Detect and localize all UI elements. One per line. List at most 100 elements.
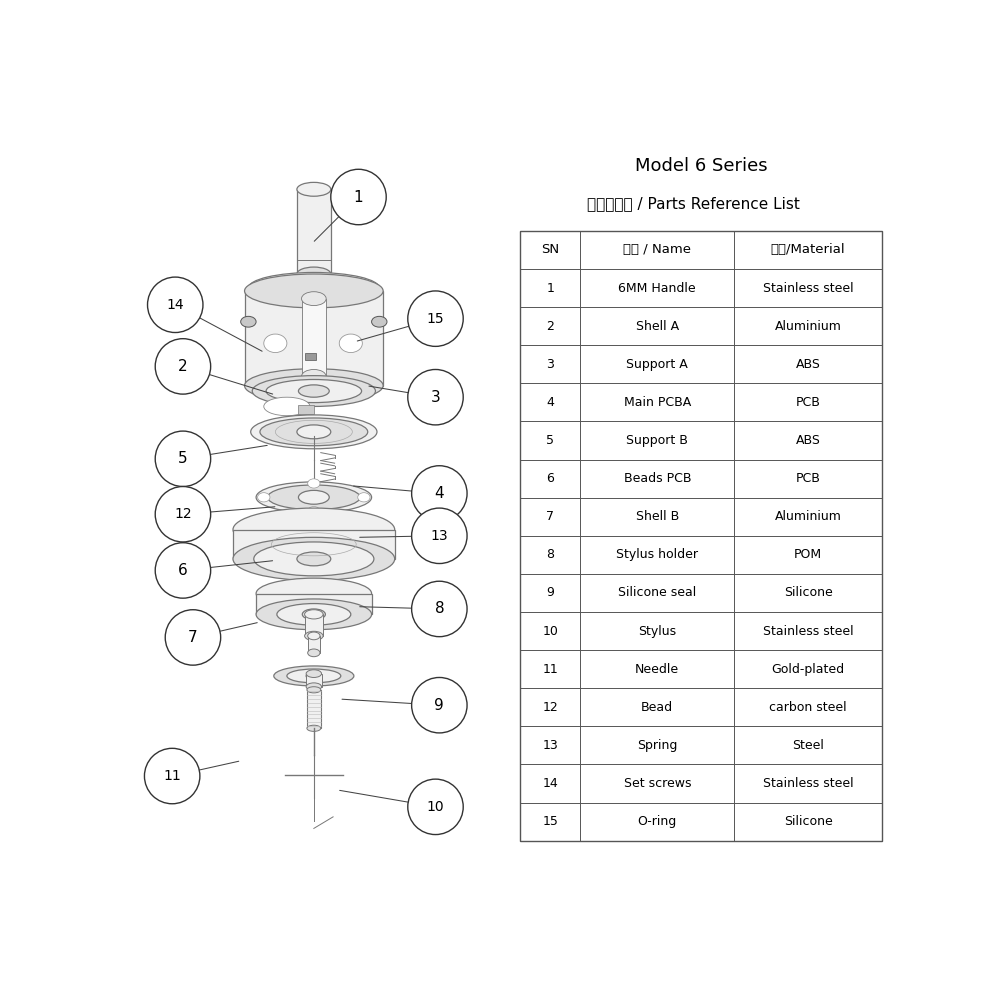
Ellipse shape: [302, 369, 326, 383]
Ellipse shape: [256, 482, 372, 513]
Text: 8: 8: [435, 601, 444, 616]
Text: 14: 14: [542, 777, 558, 790]
Ellipse shape: [298, 490, 329, 504]
Text: 5: 5: [178, 451, 188, 466]
Ellipse shape: [308, 479, 320, 488]
Circle shape: [331, 169, 386, 225]
Text: Stainless steel: Stainless steel: [763, 625, 853, 638]
Ellipse shape: [306, 672, 322, 680]
Ellipse shape: [297, 552, 331, 566]
Bar: [297, 189, 331, 274]
Ellipse shape: [302, 292, 326, 306]
Text: 1: 1: [546, 282, 554, 295]
Ellipse shape: [298, 385, 329, 397]
Text: Bead: Bead: [641, 701, 673, 714]
Ellipse shape: [251, 415, 377, 449]
Bar: [308, 636, 320, 653]
Ellipse shape: [297, 425, 331, 439]
Text: 4: 4: [435, 486, 444, 501]
Text: 2: 2: [178, 359, 188, 374]
Ellipse shape: [256, 578, 372, 609]
Text: 14: 14: [166, 298, 184, 312]
Ellipse shape: [233, 508, 395, 551]
Bar: [307, 690, 321, 728]
Circle shape: [412, 508, 467, 564]
Ellipse shape: [277, 604, 351, 625]
Circle shape: [148, 277, 203, 333]
Circle shape: [155, 339, 211, 394]
Text: 13: 13: [542, 739, 558, 752]
Circle shape: [408, 369, 463, 425]
Text: 6: 6: [178, 563, 188, 578]
Ellipse shape: [245, 369, 383, 403]
Text: Stylus: Stylus: [638, 625, 676, 638]
Ellipse shape: [358, 493, 370, 502]
Text: 6MM Handle: 6MM Handle: [618, 282, 696, 295]
Text: 3: 3: [546, 358, 554, 371]
Text: Gold-plated: Gold-plated: [772, 663, 845, 676]
Text: Aluminium: Aluminium: [775, 320, 842, 333]
Ellipse shape: [274, 666, 354, 686]
Circle shape: [165, 610, 221, 665]
Text: ABS: ABS: [796, 434, 821, 447]
Text: 5: 5: [546, 434, 554, 447]
Ellipse shape: [266, 379, 362, 403]
Text: PCB: PCB: [796, 472, 821, 485]
Text: Stylus holder: Stylus holder: [616, 548, 698, 561]
Circle shape: [155, 431, 211, 487]
Ellipse shape: [307, 725, 321, 731]
Ellipse shape: [308, 632, 320, 640]
Text: Support B: Support B: [626, 434, 688, 447]
Text: 11: 11: [163, 769, 181, 783]
Text: 9: 9: [434, 698, 444, 713]
Text: 13: 13: [431, 529, 448, 543]
Ellipse shape: [307, 687, 321, 693]
Ellipse shape: [256, 599, 372, 630]
Text: 12: 12: [174, 507, 192, 521]
Text: 7: 7: [546, 510, 554, 523]
Ellipse shape: [305, 610, 323, 619]
Text: ABS: ABS: [796, 358, 821, 371]
Circle shape: [412, 581, 467, 637]
Text: 4: 4: [546, 396, 554, 409]
Circle shape: [412, 466, 467, 521]
Ellipse shape: [306, 670, 322, 677]
Ellipse shape: [308, 649, 320, 657]
Circle shape: [144, 748, 200, 804]
Text: 1: 1: [354, 190, 363, 205]
Ellipse shape: [339, 334, 362, 353]
Text: 8: 8: [546, 548, 554, 561]
Text: Steel: Steel: [792, 739, 824, 752]
Circle shape: [155, 487, 211, 542]
Text: Shell B: Shell B: [636, 510, 679, 523]
Ellipse shape: [295, 281, 333, 295]
Ellipse shape: [264, 397, 310, 416]
Ellipse shape: [302, 609, 325, 620]
Ellipse shape: [287, 669, 341, 683]
Bar: [256, 594, 372, 614]
Text: Aluminium: Aluminium: [775, 510, 842, 523]
Text: 12: 12: [542, 701, 558, 714]
Text: 15: 15: [542, 815, 558, 828]
Text: Main PCBA: Main PCBA: [624, 396, 691, 409]
Circle shape: [408, 779, 463, 835]
Ellipse shape: [233, 537, 395, 580]
Bar: [306, 674, 322, 687]
Text: 零件参考表 / Parts Reference List: 零件参考表 / Parts Reference List: [587, 196, 800, 211]
Text: Beads PCB: Beads PCB: [624, 472, 691, 485]
Bar: [298, 405, 314, 414]
Circle shape: [408, 291, 463, 346]
Circle shape: [155, 543, 211, 598]
Ellipse shape: [306, 683, 322, 691]
Text: Silicone: Silicone: [784, 815, 833, 828]
Bar: [305, 614, 323, 636]
Text: Spring: Spring: [637, 739, 677, 752]
Bar: [305, 353, 316, 360]
Ellipse shape: [268, 485, 360, 510]
Text: Model 6 Series: Model 6 Series: [635, 157, 767, 175]
Ellipse shape: [241, 316, 256, 327]
Text: O-ring: O-ring: [638, 815, 677, 828]
Ellipse shape: [252, 376, 375, 406]
Ellipse shape: [260, 418, 368, 446]
Ellipse shape: [256, 275, 372, 301]
